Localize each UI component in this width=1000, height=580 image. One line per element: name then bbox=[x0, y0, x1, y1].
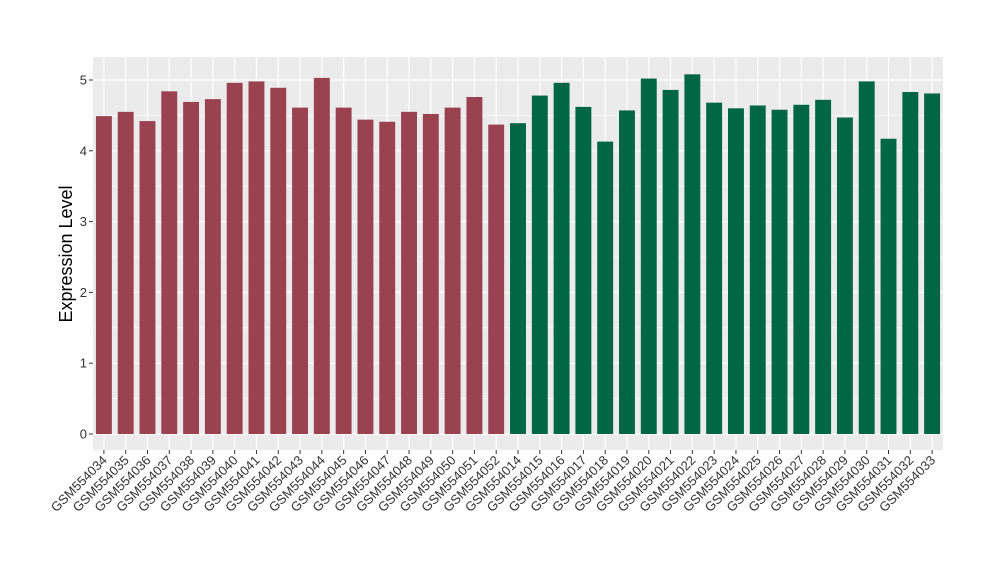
bar-GSM554034 bbox=[95, 116, 112, 434]
bar-GSM554048 bbox=[401, 111, 417, 435]
bar-GSM554051 bbox=[466, 96, 483, 434]
bar-GSM554015 bbox=[531, 95, 548, 435]
bar-GSM554020 bbox=[640, 78, 657, 435]
x-axis: GSM554034GSM554035GSM554036GSM554037GSM5… bbox=[48, 450, 938, 515]
y-axis-title: Expression Level bbox=[56, 185, 76, 322]
bar-GSM554029 bbox=[836, 117, 853, 435]
bar-GSM554035 bbox=[117, 111, 134, 435]
bar-GSM554036 bbox=[139, 121, 156, 435]
y-tick-label: 4 bbox=[80, 143, 87, 158]
bar-GSM554041 bbox=[248, 81, 265, 434]
bar-GSM554047 bbox=[379, 121, 396, 434]
bars bbox=[95, 74, 941, 435]
bar-GSM554039 bbox=[204, 99, 221, 434]
y-tick-label: 0 bbox=[80, 427, 87, 442]
y-tick-label: 3 bbox=[80, 214, 87, 229]
bar-GSM554019 bbox=[619, 110, 635, 434]
bar-GSM554031 bbox=[880, 138, 897, 434]
bar-GSM554017 bbox=[575, 106, 592, 435]
bar-GSM554043 bbox=[292, 107, 309, 434]
bar-GSM554033 bbox=[924, 93, 941, 435]
bar-GSM554026 bbox=[771, 109, 788, 435]
y-tick-label: 5 bbox=[80, 73, 87, 88]
bar-GSM554022 bbox=[684, 74, 701, 434]
bar-GSM554023 bbox=[706, 102, 723, 434]
bar-GSM554040 bbox=[226, 82, 243, 434]
bar-GSM554028 bbox=[815, 99, 832, 434]
y-axis: 0 1 2 3 4 5 bbox=[80, 73, 93, 442]
bar-GSM554018 bbox=[597, 141, 614, 434]
bar-GSM554038 bbox=[183, 101, 200, 434]
bar-GSM554049 bbox=[422, 113, 439, 434]
bar-GSM554052 bbox=[488, 124, 505, 434]
bar-GSM554025 bbox=[749, 105, 766, 434]
bar-GSM554016 bbox=[553, 82, 570, 434]
bar-GSM554014 bbox=[510, 123, 526, 435]
bar-GSM554050 bbox=[444, 107, 461, 434]
bar-GSM554021 bbox=[662, 89, 679, 435]
bar-GSM554032 bbox=[902, 92, 919, 434]
y-tick-label: 2 bbox=[80, 285, 87, 300]
bar-GSM554042 bbox=[270, 87, 287, 435]
bar-GSM554046 bbox=[357, 119, 374, 434]
bar-GSM554027 bbox=[793, 104, 810, 434]
bar-GSM554024 bbox=[727, 108, 744, 434]
bar-GSM554045 bbox=[335, 107, 352, 434]
y-tick-label: 1 bbox=[80, 356, 87, 371]
bar-GSM554030 bbox=[858, 81, 875, 434]
bar-GSM554037 bbox=[161, 91, 178, 434]
bar-GSM554044 bbox=[313, 77, 330, 434]
